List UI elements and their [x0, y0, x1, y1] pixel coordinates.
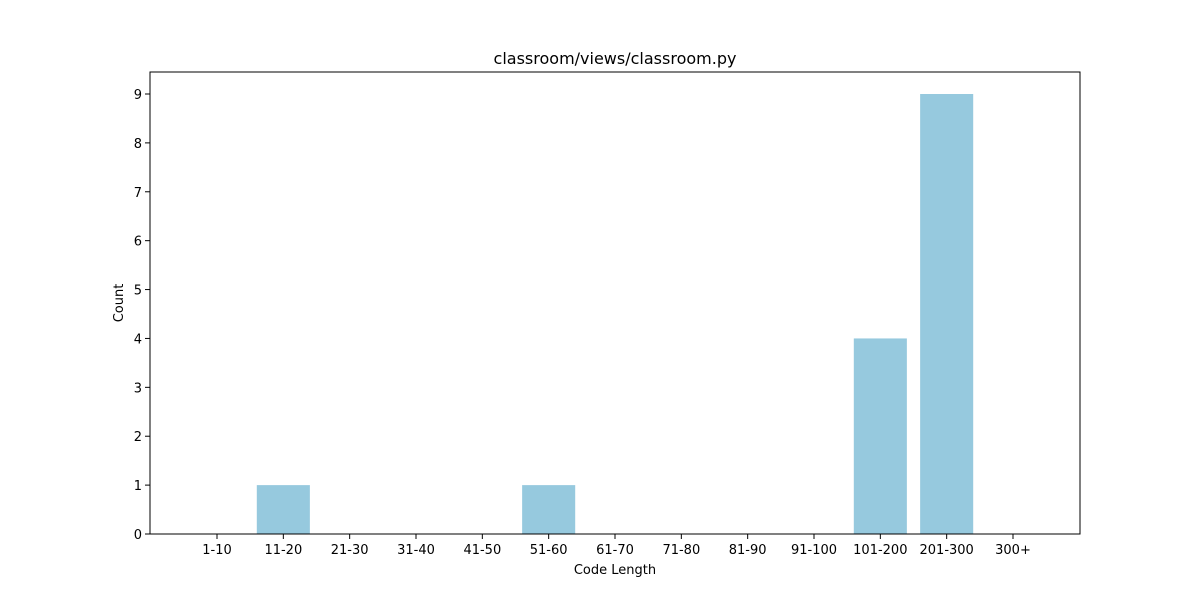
x-tick-label: 81-90: [729, 543, 767, 558]
x-tick-label: 1-10: [202, 543, 232, 558]
x-tick-label: 51-60: [530, 543, 568, 558]
y-tick-label: 8: [134, 137, 142, 152]
y-tick-label: 0: [134, 528, 142, 543]
y-tick-label: 2: [134, 430, 142, 445]
x-tick-label: 41-50: [463, 543, 501, 558]
y-tick-label: 7: [134, 186, 142, 201]
y-tick-label: 4: [134, 332, 142, 347]
bar-201-300: [920, 94, 974, 534]
y-tick-label: 1: [134, 479, 142, 494]
chart-title: classroom/views/classroom.py: [494, 49, 737, 68]
x-tick-label: 300+: [995, 543, 1031, 558]
x-tick-label: 101-200: [853, 543, 907, 558]
plot-frame: [149, 71, 1081, 535]
x-tick-label: 61-70: [596, 543, 634, 558]
y-tick-label: 5: [134, 284, 142, 299]
x-tick-label: 91-100: [791, 543, 837, 558]
bars-group: [256, 94, 974, 534]
bar-51-60: [522, 485, 576, 534]
bar-11-20: [256, 485, 310, 534]
y-tick-label: 9: [134, 88, 142, 103]
y-tick-label: 6: [134, 235, 142, 250]
y-tick-label: 3: [134, 381, 142, 396]
bar-101-200: [853, 338, 907, 534]
y-ticks-group: 0 1 2 3 4 5 6 7 8 9: [134, 88, 150, 543]
x-tick-label: 71-80: [662, 543, 700, 558]
x-tick-label: 21-30: [331, 543, 369, 558]
x-ticks-group: 1-10 11-20 21-30 31-40 41-50 51-60 61-70 71-80 8…: [202, 534, 1031, 558]
x-tick-label: 201-300: [920, 543, 974, 558]
x-axis-label: Code Length: [574, 563, 656, 578]
x-tick-label: 11-20: [264, 543, 302, 558]
y-axis-label: Count: [112, 284, 127, 323]
x-tick-label: 31-40: [397, 543, 435, 558]
